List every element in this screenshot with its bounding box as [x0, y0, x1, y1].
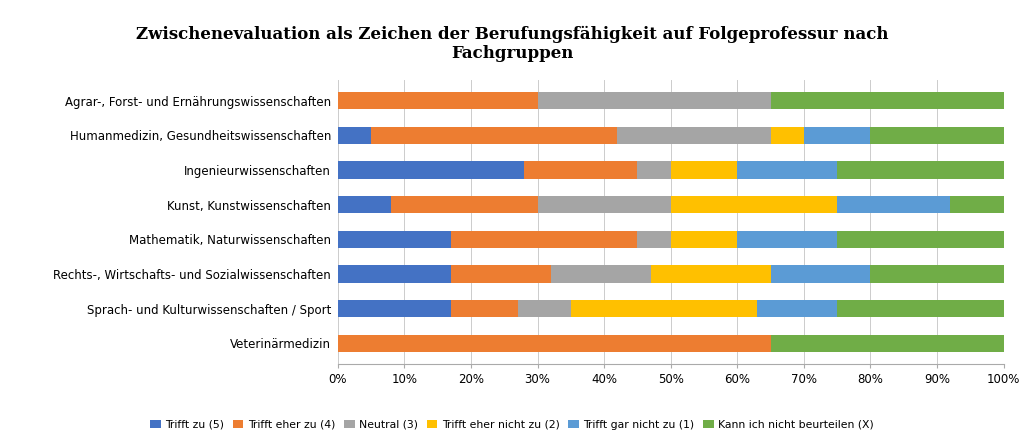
Bar: [837, 196, 950, 213]
Legend: Trifft zu (5), Trifft eher zu (4), Neutral (3), Trifft eher nicht zu (2), Trifft: Trifft zu (5), Trifft eher zu (4), Neutr…: [145, 416, 879, 434]
Bar: [338, 127, 371, 144]
Bar: [837, 161, 1004, 178]
Bar: [870, 266, 1004, 283]
Bar: [391, 196, 538, 213]
Bar: [517, 300, 570, 317]
Bar: [338, 231, 451, 248]
Bar: [338, 266, 451, 283]
Bar: [870, 127, 1004, 144]
Bar: [651, 266, 770, 283]
Bar: [617, 127, 770, 144]
Bar: [770, 335, 1004, 352]
Bar: [338, 300, 451, 317]
Bar: [538, 92, 770, 109]
Bar: [451, 300, 517, 317]
Bar: [338, 92, 538, 109]
Bar: [551, 266, 651, 283]
Bar: [671, 231, 737, 248]
Bar: [451, 231, 637, 248]
Bar: [524, 161, 637, 178]
Bar: [770, 266, 870, 283]
Bar: [637, 161, 671, 178]
Bar: [837, 300, 1004, 317]
Bar: [451, 266, 551, 283]
Bar: [950, 196, 1004, 213]
Bar: [837, 231, 1004, 248]
Bar: [770, 127, 804, 144]
Bar: [757, 300, 837, 317]
Bar: [371, 127, 617, 144]
Bar: [671, 196, 838, 213]
Bar: [338, 161, 524, 178]
Bar: [538, 196, 671, 213]
Bar: [770, 92, 1004, 109]
Text: Zwischenevaluation als Zeichen der Berufungsfähigkeit auf Folgeprofessur nach
Fa: Zwischenevaluation als Zeichen der Beruf…: [136, 25, 888, 62]
Bar: [804, 127, 870, 144]
Bar: [338, 335, 770, 352]
Bar: [637, 231, 671, 248]
Bar: [737, 231, 837, 248]
Bar: [671, 161, 737, 178]
Bar: [737, 161, 837, 178]
Bar: [571, 300, 757, 317]
Bar: [338, 196, 391, 213]
